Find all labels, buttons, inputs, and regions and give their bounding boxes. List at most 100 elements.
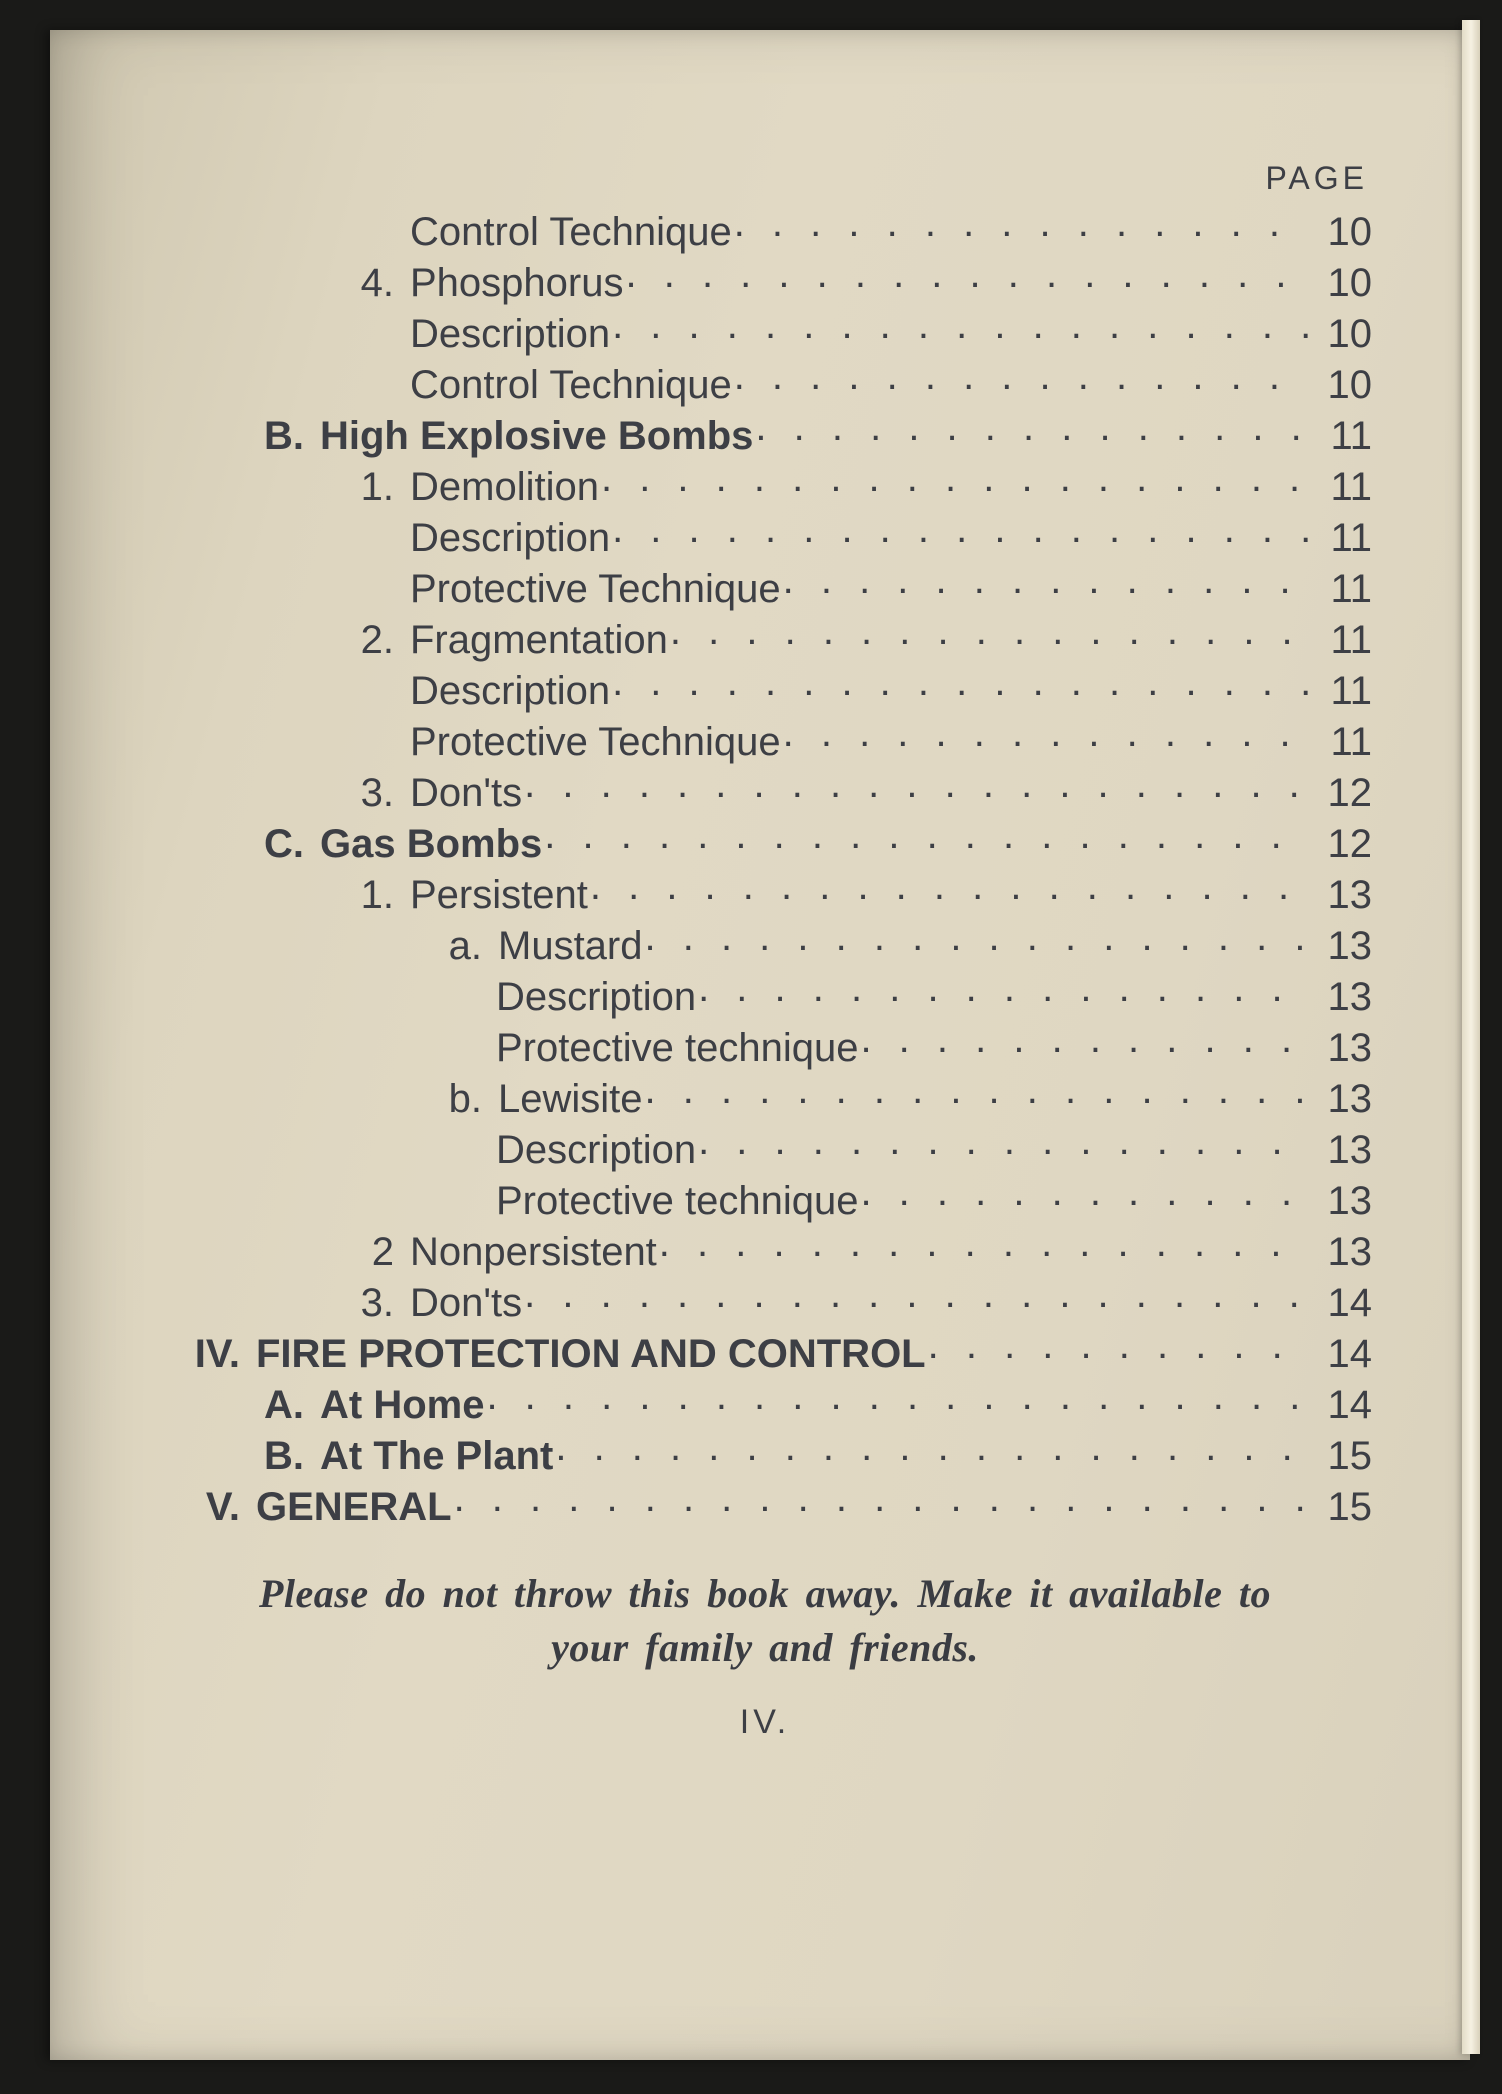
toc-text: Demolition xyxy=(410,465,599,509)
toc-leader-dots xyxy=(544,817,1310,857)
toc-row: 3.Don'ts12 xyxy=(150,764,1380,815)
toc-text: Protective technique xyxy=(496,1179,858,1223)
table-of-contents: Control Technique104.Phosphorus10Descrip… xyxy=(150,203,1380,1529)
toc-marker: A. xyxy=(250,1385,304,1425)
toc-leader-dots xyxy=(698,970,1310,1010)
toc-leader-dots xyxy=(645,1072,1310,1112)
toc-page-number: 10 xyxy=(1316,314,1380,354)
toc-text: Description xyxy=(410,516,610,560)
toc-page-number: 15 xyxy=(1316,1487,1380,1527)
toc-row: B.High Explosive Bombs 11 xyxy=(150,407,1380,458)
toc-label: Protective Technique xyxy=(410,722,781,762)
footer-note: Please do not throw this book away. Make… xyxy=(150,1567,1380,1675)
toc-label: Description xyxy=(496,1130,696,1170)
toc-page-number: 13 xyxy=(1316,875,1380,915)
toc-page-number: 11 xyxy=(1316,518,1380,558)
toc-leader-dots xyxy=(612,511,1310,551)
toc-leader-dots xyxy=(524,766,1310,806)
toc-leader-dots xyxy=(601,460,1310,500)
toc-label: Description xyxy=(496,977,696,1017)
toc-label: b. Lewisite xyxy=(430,1079,643,1119)
toc-row: 2.Fragmentation11 xyxy=(150,611,1380,662)
toc-text: High Explosive Bombs xyxy=(320,414,753,458)
toc-row: a.Mustard13 xyxy=(150,917,1380,968)
toc-row: C.Gas Bombs12 xyxy=(150,815,1380,866)
toc-text: Persistent xyxy=(410,873,588,917)
toc-page-number: 11 xyxy=(1316,620,1380,660)
toc-text: Description xyxy=(410,669,610,713)
toc-label: A. At Home xyxy=(250,1385,484,1425)
toc-page-number: 13 xyxy=(1316,1079,1380,1119)
toc-page-number: 14 xyxy=(1316,1385,1380,1425)
page-header-label: PAGE xyxy=(150,160,1380,197)
toc-text: Protective technique xyxy=(496,1026,858,1070)
toc-page-number: 14 xyxy=(1316,1283,1380,1323)
toc-label: IV.FIRE PROTECTION AND CONTROL xyxy=(160,1334,926,1374)
toc-row: Control Technique10 xyxy=(150,203,1380,254)
toc-row: Description 10 xyxy=(150,305,1380,356)
toc-leader-dots xyxy=(454,1480,1310,1520)
toc-row: A. At Home 14 xyxy=(150,1376,1380,1427)
toc-label: 1.Demolition xyxy=(340,467,599,507)
toc-label: Control Technique xyxy=(410,212,732,252)
toc-row: Protective technique 13 xyxy=(150,1172,1380,1223)
toc-page-number: 11 xyxy=(1316,416,1380,456)
toc-text: Description xyxy=(496,975,696,1019)
toc-text: Don'ts xyxy=(410,1281,522,1325)
footer-note-line1: Please do not throw this book away. Make… xyxy=(259,1571,1271,1616)
toc-text: Nonpersistent xyxy=(410,1230,657,1274)
toc-label: 2Nonpersistent xyxy=(340,1232,657,1272)
toc-label: Description xyxy=(410,518,610,558)
toc-page-number: 13 xyxy=(1316,926,1380,966)
toc-page-number: 13 xyxy=(1316,1130,1380,1170)
toc-leader-dots xyxy=(928,1327,1310,1367)
toc-text: Protective Technique xyxy=(410,720,781,764)
toc-leader-dots xyxy=(783,562,1310,602)
toc-text: At Home xyxy=(320,1383,484,1427)
toc-page-number: 11 xyxy=(1316,467,1380,507)
toc-text: Don'ts xyxy=(410,771,522,815)
toc-label: Description xyxy=(410,314,610,354)
toc-label: 3.Don'ts xyxy=(340,1283,522,1323)
toc-leader-dots xyxy=(860,1174,1310,1214)
page-number: IV. xyxy=(150,1703,1380,1742)
toc-leader-dots xyxy=(645,919,1311,959)
toc-row: Description 11 xyxy=(150,662,1380,713)
toc-row: 1.Demolition 11 xyxy=(150,458,1380,509)
toc-page-number: 13 xyxy=(1316,977,1380,1017)
toc-text: FIRE PROTECTION AND CONTROL xyxy=(256,1332,926,1376)
toc-text: Description xyxy=(496,1128,696,1172)
toc-label: B.High Explosive Bombs xyxy=(250,416,753,456)
toc-row: V.GENERAL 15 xyxy=(150,1478,1380,1529)
toc-leader-dots xyxy=(555,1429,1310,1469)
toc-text: Control Technique xyxy=(410,363,732,407)
toc-row: b. Lewisite 13 xyxy=(150,1070,1380,1121)
toc-row: B.At The Plant15 xyxy=(150,1427,1380,1478)
toc-leader-dots xyxy=(698,1123,1310,1163)
toc-marker: 3. xyxy=(340,773,394,813)
toc-label: 3. Don'ts xyxy=(340,773,522,813)
toc-page-number: 13 xyxy=(1316,1181,1380,1221)
toc-leader-dots xyxy=(755,409,1310,449)
toc-row: 4.Phosphorus10 xyxy=(150,254,1380,305)
toc-leader-dots xyxy=(612,664,1310,704)
toc-row: 3.Don'ts 14 xyxy=(150,1274,1380,1325)
toc-marker: B. xyxy=(250,1436,304,1476)
toc-marker: 2. xyxy=(340,620,394,660)
toc-label: B. At The Plant xyxy=(250,1436,553,1476)
toc-label: Control Technique xyxy=(410,365,732,405)
toc-page-number: 11 xyxy=(1316,671,1380,711)
toc-leader-dots xyxy=(783,715,1310,755)
toc-label: V.GENERAL xyxy=(160,1487,452,1527)
toc-text: Description xyxy=(410,312,610,356)
toc-leader-dots xyxy=(670,613,1310,653)
toc-text: At The Plant xyxy=(320,1434,553,1478)
toc-text: Lewisite xyxy=(498,1077,643,1121)
toc-label: 4.Phosphorus xyxy=(340,263,623,303)
binding-edge xyxy=(1462,20,1480,2054)
toc-leader-dots xyxy=(612,307,1310,347)
toc-marker: a. xyxy=(430,926,482,966)
toc-row: IV.FIRE PROTECTION AND CONTROL14 xyxy=(150,1325,1380,1376)
toc-marker: b. xyxy=(430,1079,482,1119)
toc-row: Control Technique10 xyxy=(150,356,1380,407)
